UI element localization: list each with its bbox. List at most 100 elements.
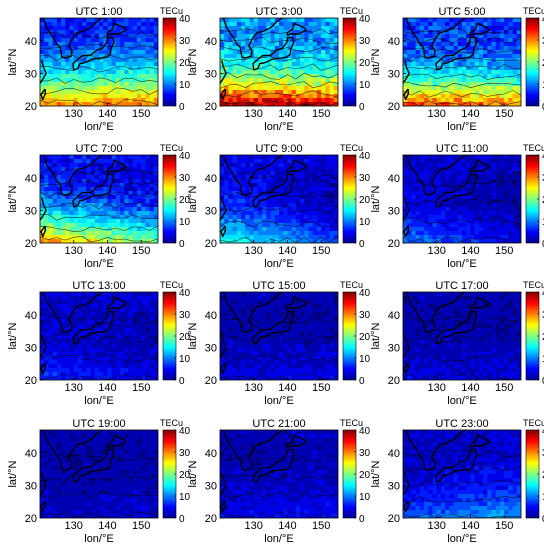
tec-cell bbox=[283, 352, 288, 357]
tec-cell bbox=[291, 46, 297, 51]
tec-cell bbox=[516, 227, 521, 232]
tec-cell bbox=[432, 46, 438, 51]
tec-cell bbox=[436, 199, 442, 204]
tec-cell bbox=[266, 356, 271, 361]
tec-cell bbox=[321, 18, 326, 23]
tec-cell bbox=[333, 54, 338, 59]
tec-cell bbox=[266, 98, 271, 103]
tec-cell bbox=[73, 348, 79, 353]
tec-cell bbox=[124, 320, 129, 325]
tec-cell bbox=[132, 58, 138, 63]
tec-cell bbox=[232, 171, 238, 176]
tec-cell bbox=[403, 82, 408, 87]
tec-cell bbox=[457, 171, 463, 176]
tec-cell bbox=[287, 171, 293, 176]
tec-cell bbox=[253, 344, 259, 349]
x-tick-label: 130 bbox=[245, 245, 263, 257]
tec-cell bbox=[508, 42, 513, 47]
tec-cell bbox=[124, 171, 129, 176]
tec-cell bbox=[257, 348, 263, 353]
tec-cell bbox=[316, 167, 322, 172]
tec-cell bbox=[504, 78, 509, 83]
tec-cell bbox=[432, 94, 438, 99]
tec-cell bbox=[495, 58, 501, 63]
tec-cell bbox=[449, 58, 454, 63]
tec-cell bbox=[65, 207, 70, 212]
tec-cell bbox=[115, 183, 121, 188]
tec-cell bbox=[103, 312, 108, 317]
tec-cell bbox=[287, 215, 293, 220]
tec-cell bbox=[487, 82, 492, 87]
tec-cell bbox=[82, 320, 87, 325]
tec-cell bbox=[308, 352, 314, 357]
tec-cell bbox=[428, 215, 433, 220]
tec-cell bbox=[440, 219, 446, 224]
tec-cell bbox=[103, 74, 108, 79]
tec-cell bbox=[321, 171, 326, 176]
tec-cell bbox=[312, 179, 318, 184]
tec-cell bbox=[69, 336, 75, 341]
tec-cell bbox=[94, 300, 100, 305]
tec-cell bbox=[94, 352, 100, 357]
tec-cell bbox=[470, 227, 476, 232]
tec-cell bbox=[470, 78, 476, 83]
tec-cell bbox=[411, 26, 417, 31]
tec-cell bbox=[432, 219, 438, 224]
tec-cell bbox=[52, 74, 58, 79]
tec-cell bbox=[508, 46, 513, 51]
tec-cell bbox=[107, 372, 113, 377]
tec-cell bbox=[516, 98, 521, 103]
tec-cell bbox=[145, 292, 150, 297]
tec-cell bbox=[128, 227, 134, 232]
tec-cell bbox=[107, 235, 113, 240]
tec-cell bbox=[141, 187, 146, 192]
tec-cell bbox=[40, 195, 45, 200]
tec-cell bbox=[44, 66, 49, 71]
tec-cell bbox=[316, 94, 322, 99]
tec-cell bbox=[149, 332, 155, 337]
tec-cell bbox=[52, 90, 58, 95]
tec-cell bbox=[312, 195, 318, 200]
tec-cell bbox=[48, 340, 54, 345]
tec-cell bbox=[48, 102, 54, 106]
tec-cell bbox=[308, 62, 314, 67]
tec-cell bbox=[77, 187, 83, 192]
tec-cell bbox=[325, 296, 330, 301]
tec-cell bbox=[291, 183, 297, 188]
tec-cell bbox=[304, 207, 309, 212]
tec-cell bbox=[99, 231, 104, 236]
tec-cell bbox=[115, 171, 121, 176]
tec-cell bbox=[508, 191, 513, 196]
tec-cell bbox=[257, 320, 263, 325]
tec-cell bbox=[52, 332, 58, 337]
tec-cell bbox=[40, 187, 45, 192]
tec-cell bbox=[115, 344, 121, 349]
tec-cell bbox=[415, 231, 421, 236]
tec-cell bbox=[44, 42, 49, 47]
tec-cell bbox=[132, 167, 138, 172]
tec-cell bbox=[274, 179, 280, 184]
tec-cell bbox=[241, 70, 246, 75]
tec-cell bbox=[295, 356, 301, 361]
tec-cell bbox=[283, 50, 288, 55]
tec-cell bbox=[428, 171, 433, 176]
tec-cell bbox=[99, 312, 104, 317]
tec-cell bbox=[291, 86, 297, 91]
tec-cell bbox=[266, 171, 271, 176]
tec-cell bbox=[245, 46, 250, 51]
tec-cell bbox=[419, 42, 425, 47]
tec-cell bbox=[440, 163, 446, 168]
tec-cell bbox=[287, 344, 293, 349]
colorbar-tick-label: 0 bbox=[359, 239, 365, 250]
tec-cell bbox=[141, 336, 146, 341]
tec-cell bbox=[495, 175, 501, 180]
tec-cell bbox=[245, 316, 250, 321]
tec-cell bbox=[266, 308, 271, 313]
tec-cell bbox=[321, 34, 326, 39]
tec-cell bbox=[224, 203, 229, 208]
tec-cell bbox=[424, 231, 429, 236]
tec-cell bbox=[65, 74, 70, 79]
tec-cell bbox=[94, 74, 100, 79]
x-tick-label: 130 bbox=[65, 108, 83, 120]
tec-cell bbox=[279, 42, 284, 47]
